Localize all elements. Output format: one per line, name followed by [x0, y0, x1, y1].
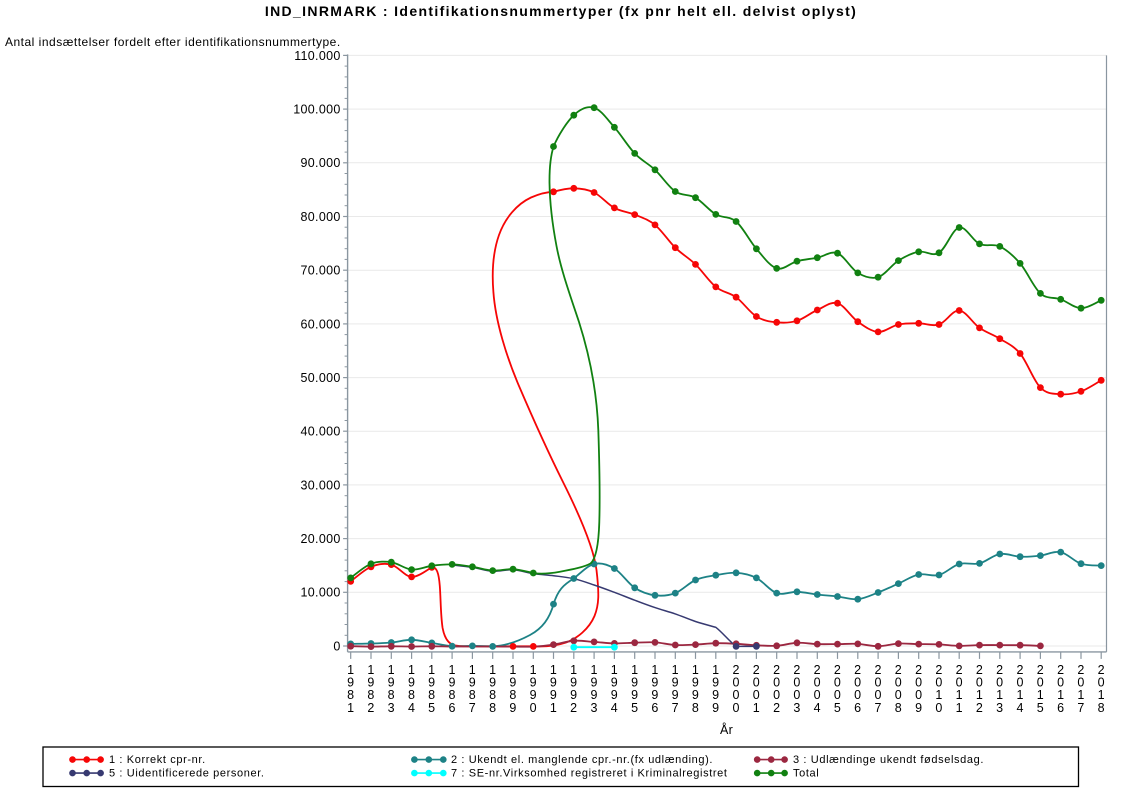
svg-text:IND_INRMARK : Identifikationsn: IND_INRMARK : Identifikationsnummertyper… [265, 3, 857, 19]
svg-text:60.000: 60.000 [301, 317, 341, 331]
svg-text:20.000: 20.000 [301, 532, 341, 546]
svg-text:2 : Ukendt el. manglende cpr.-: 2 : Ukendt el. manglende cpr.-nr.(fx udl… [451, 754, 713, 766]
svg-text:90.000: 90.000 [301, 156, 341, 170]
svg-text:7 : SE-nr.Virksomhed registrer: 7 : SE-nr.Virksomhed registreret i Krimi… [451, 768, 728, 780]
svg-text:70.000: 70.000 [301, 264, 341, 278]
svg-text:110.000: 110.000 [294, 49, 340, 63]
svg-text:Antal indsættelser fordelt eft: Antal indsættelser fordelt efter identif… [5, 35, 341, 49]
svg-text:100.000: 100.000 [293, 103, 340, 117]
svg-text:80.000: 80.000 [301, 210, 341, 224]
svg-text:1 : Korrekt cpr-nr.: 1 : Korrekt cpr-nr. [109, 754, 206, 766]
svg-text:50.000: 50.000 [301, 371, 341, 385]
svg-text:Total: Total [793, 768, 819, 780]
svg-text:40.000: 40.000 [301, 425, 341, 439]
svg-text:3 : Udlændinge ukendt fødselsd: 3 : Udlændinge ukendt fødselsdag. [793, 754, 984, 766]
svg-text:30.000: 30.000 [301, 478, 341, 492]
svg-text:År: År [720, 722, 733, 737]
svg-text:0: 0 [333, 639, 340, 653]
svg-text:5 : Uidentificerede personer.: 5 : Uidentificerede personer. [109, 768, 265, 780]
svg-text:10.000: 10.000 [301, 586, 341, 600]
